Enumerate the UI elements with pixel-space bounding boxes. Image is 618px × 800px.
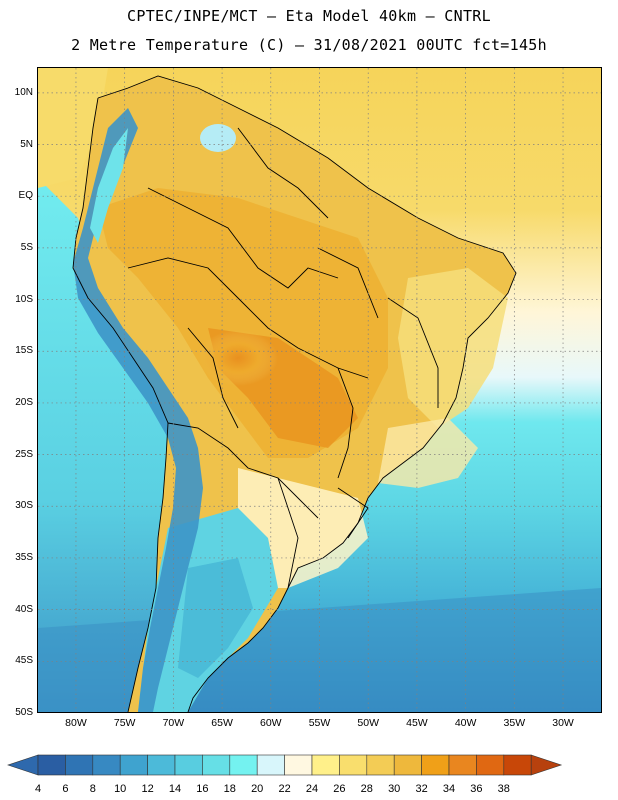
colorbar-swatch (65, 754, 94, 776)
lat-tick-label: 20S (15, 396, 33, 408)
lon-tick-label: 50W (357, 717, 379, 729)
colorbar-tick-label: 8 (89, 783, 96, 795)
andes-ridge (73, 108, 203, 712)
colorbar-under-arrow (7, 754, 39, 776)
colorbar-tick-label: 10 (114, 783, 127, 795)
colorbar-swatch (256, 754, 285, 776)
colorbar-swatch (503, 754, 532, 776)
colorbar-tick-label: 4 (34, 783, 42, 795)
colorbar-tick-label: 38 (497, 783, 510, 795)
andes-inner-light (90, 128, 128, 243)
lon-tick-label: 30W (552, 717, 574, 729)
map-title-line2: 2 Metre Temperature (C) – 31/08/2021 00U… (71, 36, 547, 54)
lat-tick-label: 50S (15, 707, 33, 718)
lon-tick-label: 55W (308, 717, 331, 729)
colorbar-tick-label: 12 (141, 783, 154, 795)
lon-tick-label: 35W (503, 717, 526, 729)
colorbar-swatch (476, 754, 505, 776)
lon-tick-label: 65W (211, 717, 233, 729)
lat-tick-label: 45S (15, 655, 33, 667)
colorbar-swatch (174, 754, 203, 776)
colorbar-swatch (229, 754, 258, 776)
lat-tick-label: 25S (15, 448, 33, 460)
colorbar-swatch (366, 754, 395, 776)
lon-tick-label: 60W (259, 717, 282, 729)
colorbar-tick-label: 22 (278, 783, 291, 795)
colorbar (7, 754, 563, 776)
colorbar-tick-label: 30 (388, 783, 401, 795)
temperature-map (37, 67, 602, 713)
colorbar-swatch (421, 754, 450, 776)
lat-tick-label: 15S (15, 345, 33, 357)
colorbar-swatch (119, 754, 148, 776)
lon-tick-label: 80W (65, 717, 87, 729)
colorbar-swatch (284, 754, 313, 776)
lon-tick-label: 40W (454, 717, 477, 729)
lat-tick-label: 5S (20, 241, 33, 253)
colorbar-tick-label: 24 (305, 783, 319, 795)
colorbar-tick-label: 36 (470, 783, 483, 795)
colorbar-swatch (202, 754, 231, 776)
colorbar-swatch (311, 754, 340, 776)
lon-tick-label: 70W (162, 717, 185, 729)
lat-tick-label: EQ (18, 190, 33, 202)
lat-tick-label: 40S (15, 603, 33, 615)
pacific-north-band (38, 68, 108, 188)
pacific-ocean (38, 178, 168, 712)
lat-tick-label: 10N (14, 86, 33, 98)
lat-tick-label: 10S (15, 293, 33, 305)
colorbar-tick-label: 28 (360, 783, 373, 795)
colorbar-over-arrow (530, 754, 563, 776)
colorbar-swatch (92, 754, 121, 776)
country-borders (72, 75, 517, 712)
colorbar-tick-label: 26 (333, 783, 346, 795)
northeast-cool (398, 268, 508, 428)
lat-tick-label: 35S (15, 551, 33, 563)
colorbar-tick-label: 18 (223, 783, 236, 795)
lat-tick-label: 30S (15, 500, 33, 512)
hot-core-pantanal (198, 330, 278, 386)
patagonia-inner (178, 558, 253, 678)
colorbar-tick-label: 32 (415, 783, 428, 795)
guiana-cool-spot (200, 124, 236, 152)
colorbar-tick-label: 6 (62, 783, 69, 795)
lat-tick-label: 5N (20, 138, 33, 150)
lon-tick-label: 45W (406, 717, 428, 729)
colorbar-swatch (147, 754, 176, 776)
colorbar-tick-label: 14 (168, 783, 182, 795)
lon-tick-label: 75W (113, 717, 136, 729)
colorbar-swatch (393, 754, 422, 776)
colorbar-swatch (339, 754, 368, 776)
colorbar-swatch (37, 754, 66, 776)
colorbar-tick-label: 16 (196, 783, 209, 795)
southeast-cool (378, 418, 478, 488)
colorbar-tick-label: 34 (442, 783, 456, 795)
colorbar-tick-label: 20 (251, 783, 264, 795)
map-title-line1: CPTEC/INPE/MCT – Eta Model 40km – CNTRL (127, 7, 491, 25)
colorbar-swatch (448, 754, 477, 776)
